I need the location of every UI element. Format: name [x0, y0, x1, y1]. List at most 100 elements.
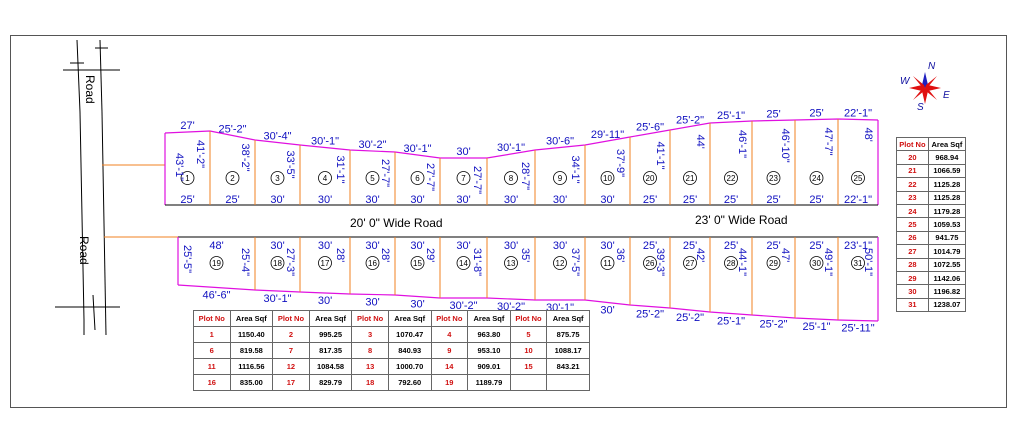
plot-number: 26	[646, 259, 655, 268]
plot-side-dim: 28'	[379, 248, 391, 262]
area-cell: 1059.53	[927, 217, 967, 232]
plot-number: 7	[461, 174, 466, 183]
plot-side-dim: 47'	[779, 248, 791, 262]
compass-icon	[909, 72, 941, 104]
area-cell: 1125.28	[927, 177, 967, 192]
main-road	[55, 39, 120, 336]
plot-top-dim: 30'	[600, 240, 614, 252]
area-cell: 1066.59	[927, 163, 967, 179]
plot-side-dim: 25'-4"	[239, 248, 251, 276]
plot-number-circle	[365, 256, 380, 270]
plot-no-cell: 25	[896, 217, 929, 232]
plot-number: 22	[727, 174, 736, 183]
plot-8: 8 30'-1" 30'28'-7"	[497, 142, 531, 206]
plot-side-dim: 50'-1"	[862, 248, 874, 276]
plot-bottom-dim: 25'-2"	[676, 312, 704, 324]
area-cell: 817.35	[308, 342, 353, 359]
plot-top-dim: 30'	[456, 240, 470, 252]
plot-bottom-dim: 30'-1"	[263, 293, 291, 305]
plot-no-cell: 31	[896, 297, 929, 313]
plot-bottom-dim: 30'	[600, 194, 614, 206]
plot-number: 6	[415, 174, 420, 183]
table-row: 24 1179.28	[896, 203, 967, 219]
area-cell: 1238.07	[927, 297, 967, 313]
area-cell: 1116.56	[229, 358, 274, 375]
area-cell: 1084.58	[308, 358, 353, 375]
plot-side-dim: 41'-2"	[194, 140, 206, 168]
plot-no-cell: 22	[896, 177, 929, 192]
compass-e: E	[943, 90, 950, 101]
plot-28: 28 25' 25'-1" 44'-1"	[717, 240, 748, 328]
table-header-cell: Plot No	[272, 310, 310, 327]
area-cell: 953.10	[467, 342, 511, 359]
plot-bottom-dim: 25'	[809, 194, 823, 206]
plot-18: 18 30' 30'-1" 27'-3"	[263, 240, 296, 305]
area-cell: 843.21	[546, 358, 590, 375]
plot-number-circle	[318, 171, 332, 185]
plot-side-dim: 35'	[519, 248, 531, 262]
table-header-cell: Area Sqf	[546, 310, 590, 327]
plot-number: 12	[556, 259, 565, 268]
plot-side-dim: 27'-3"	[284, 248, 296, 276]
plot-number: 31	[854, 259, 863, 268]
plot-bottom-dim: 30'	[456, 194, 470, 206]
area-cell: 995.25	[308, 326, 353, 343]
plot-10: 10 29'-11" 30' 37'-9"	[591, 129, 626, 206]
plot-number-circle	[410, 256, 425, 270]
plot-number-circle	[504, 256, 518, 270]
plot-no-cell: 20	[896, 150, 929, 165]
plot-number: 15	[413, 259, 422, 268]
compass-n: N	[928, 61, 936, 72]
plot-side-dim: 34'-1"	[569, 156, 581, 184]
table-row: 16 835.00 17 829.79 18 792.60 19 1189.79	[193, 374, 590, 391]
plot-top-dim: 30'-6"	[546, 136, 574, 148]
plot-bottom-dim: 30'	[318, 295, 332, 307]
plot-bottom-dim: 30'	[410, 299, 424, 311]
area-cell: 1000.70	[387, 358, 432, 375]
table-row: 26 941.75	[896, 230, 967, 246]
plot-side-dim: 44'-1"	[736, 248, 748, 276]
plot-side-dim: 46'-1"	[736, 130, 748, 158]
plot-number-circle	[553, 256, 567, 270]
plot-number: 21	[686, 174, 695, 183]
plot-bottom-dim: 30'-2"	[449, 300, 477, 312]
table-row: 29 1142.06	[896, 270, 967, 286]
table-row: 21 1066.59	[896, 163, 967, 179]
plot-bottom-dim: 30'	[553, 194, 567, 206]
plot-side-dim: 31'-8"	[471, 248, 483, 276]
table-header-cell: Area Sqf	[387, 310, 432, 327]
plot-no-cell: 2	[272, 326, 310, 343]
area-cell: 1142.06	[927, 270, 967, 286]
plot-no-cell: 26	[896, 230, 929, 246]
table-header-cell: Area Sqf	[927, 136, 967, 152]
table-row: 31 1238.07	[896, 297, 967, 313]
plot-number-circle	[318, 256, 332, 270]
plot-number-circle	[209, 256, 224, 270]
area-cell: 1014.79	[927, 244, 967, 259]
plot-top-dim: 25'	[683, 240, 697, 252]
plot-7: 7 30' 30'27'-7"	[456, 146, 483, 206]
plot-bottom-dim: 25'	[766, 194, 780, 206]
plot-number-circle	[851, 171, 865, 185]
plot-no-cell: 23	[896, 190, 929, 205]
drawing-frame	[10, 35, 1007, 408]
plot-number: 18	[273, 259, 282, 268]
plot-top-dim: 25'-2"	[676, 115, 704, 127]
plot-number-circle	[809, 256, 824, 270]
plot-top-dim: 30'	[270, 240, 284, 252]
plot-top-dim: 30'	[456, 146, 470, 158]
plot-23: 23 25' 25' 46'-10"	[766, 109, 791, 207]
plot-no-cell: 15	[509, 358, 548, 375]
plot-number: 19	[212, 259, 221, 268]
plot-bottom-dim: 25'-1"	[802, 321, 830, 333]
area-cell: 1125.28	[927, 190, 967, 205]
plot-number-circle	[809, 171, 824, 185]
plot-top-dim: 25'	[724, 240, 738, 252]
plot-number-circle	[683, 171, 697, 185]
area-cell: 1196.82	[927, 284, 967, 299]
plot-side-dim: 33'-5"	[284, 151, 296, 179]
top-block	[164, 118, 879, 206]
plot-top-dim: 23'-1"	[844, 240, 872, 252]
plot-26: 26 25' 25'-2" 39'-3"	[636, 240, 666, 321]
area-cell: 875.75	[546, 326, 590, 343]
